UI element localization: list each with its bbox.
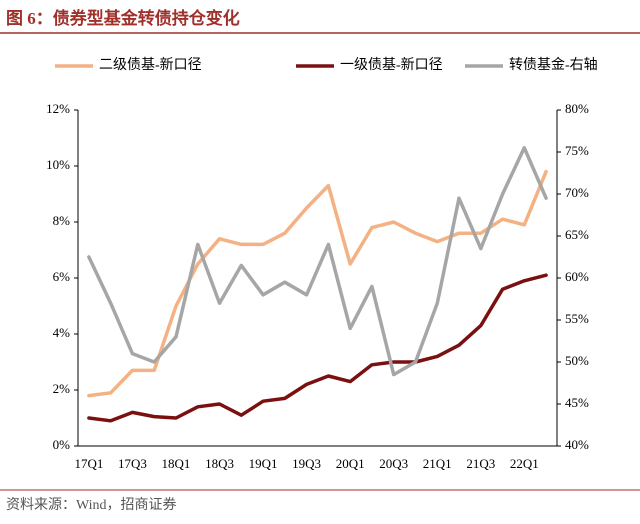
chart-title: 图 6：债券型基金转债持仓变化 xyxy=(6,8,240,28)
legend-label: 一级债基-新口径 xyxy=(340,56,443,73)
y2-tick-label: 65% xyxy=(565,227,589,242)
y-tick-label: 8% xyxy=(53,213,71,228)
y2-tick-label: 70% xyxy=(565,185,589,200)
x-tick-label: 19Q1 xyxy=(249,456,278,471)
series-line xyxy=(87,146,548,377)
y2-tick-label: 40% xyxy=(565,437,589,452)
series-line xyxy=(87,169,548,398)
x-tick-label: 18Q3 xyxy=(205,456,234,471)
x-tick-label: 20Q1 xyxy=(336,456,365,471)
y-tick-label: 4% xyxy=(53,325,71,340)
source: 资料来源：Wind，招商证券 xyxy=(6,497,177,513)
x-tick-label: 20Q3 xyxy=(379,456,408,471)
x-tick-label: 17Q3 xyxy=(118,456,147,471)
y2-tick-label: 45% xyxy=(565,395,589,410)
y-tick-label: 12% xyxy=(46,101,70,116)
legend-label: 转债基金-右轴 xyxy=(509,56,598,73)
y-tick-label: 0% xyxy=(53,437,71,452)
x-tick-label: 21Q3 xyxy=(466,456,495,471)
y2-tick-label: 60% xyxy=(565,269,589,284)
y-tick-label: 6% xyxy=(53,269,71,284)
y2-tick-label: 50% xyxy=(565,353,589,368)
x-tick-label: 22Q1 xyxy=(510,456,539,471)
y-tick-label: 2% xyxy=(53,381,71,396)
legend-label: 二级债基-新口径 xyxy=(99,56,202,73)
series-line xyxy=(87,273,548,423)
y2-tick-label: 80% xyxy=(565,101,589,116)
x-tick-label: 21Q1 xyxy=(423,456,452,471)
y2-tick-label: 75% xyxy=(565,143,589,158)
y2-tick-label: 55% xyxy=(565,311,589,326)
x-tick-label: 19Q3 xyxy=(292,456,321,471)
x-tick-label: 18Q1 xyxy=(162,456,191,471)
x-tick-label: 17Q1 xyxy=(74,456,103,471)
y-tick-label: 10% xyxy=(46,157,70,172)
